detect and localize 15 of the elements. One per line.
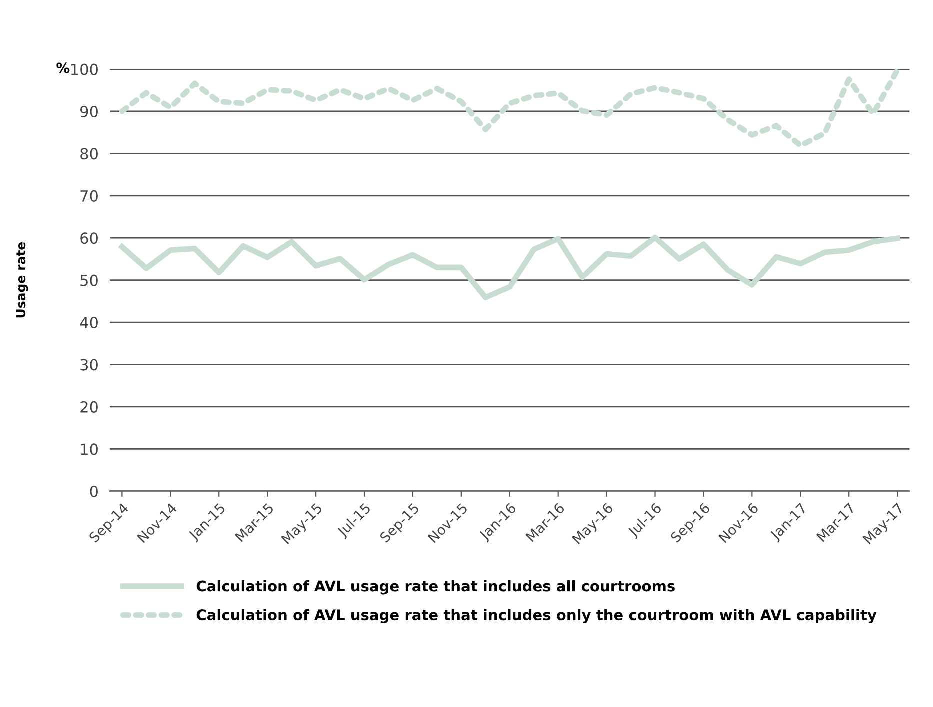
y-tick-label: 40 [80, 317, 98, 329]
y-axis-title: Usage rate [16, 242, 28, 318]
y-tick-label: 50 [80, 274, 98, 286]
y-tick-label: 90 [80, 106, 98, 118]
legend-label: Calculation of AVL usage rate that includes only the courtroom with AVL capability [196, 609, 877, 624]
y-tick-label: 70 [80, 190, 98, 202]
y-tick-label: 80 [80, 148, 98, 160]
y-tick-label: 30 [80, 359, 98, 371]
y-tick-label: 60 [80, 232, 98, 244]
y-tick-label: 20 [80, 401, 98, 413]
y-tick-label: 0 [90, 486, 98, 498]
y-tick-label: 100 [72, 64, 98, 76]
text: % [56, 62, 70, 74]
y-tick-label: 10 [81, 444, 98, 456]
legend-label: Calculation of AVL usage rate that includes all courtrooms [196, 580, 675, 595]
